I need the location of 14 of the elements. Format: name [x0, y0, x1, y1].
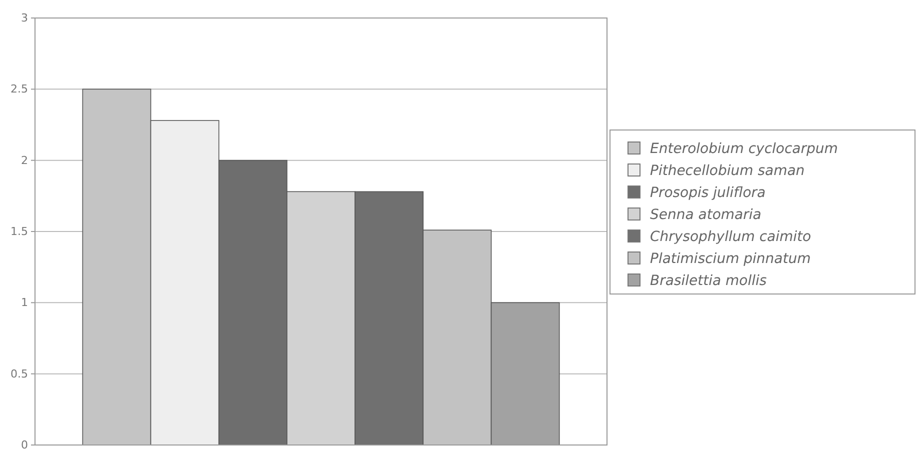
y-tick-label: 1.5 — [10, 225, 28, 238]
y-tick-label: 0.5 — [10, 367, 28, 380]
y-tick-label: 2 — [21, 154, 28, 167]
y-tick-label: 1 — [21, 296, 28, 310]
legend-label: Enterolobium cyclocarpum — [650, 141, 838, 157]
legend-label: Chrysophyllum caimito — [650, 229, 812, 245]
legend-label: Prosopis juliflora — [650, 185, 766, 201]
y-tick-label: 3 — [21, 12, 28, 25]
legend-label: Senna atomaria — [650, 207, 762, 223]
legend-label: Pithecellobium saman — [650, 163, 805, 179]
legend-label: Brasilettia mollis — [650, 273, 767, 289]
legend-label: Platimiscium pinnatum — [650, 251, 811, 267]
y-tick-label: 2.5 — [10, 82, 28, 96]
y-tick-label: 0 — [21, 438, 28, 452]
